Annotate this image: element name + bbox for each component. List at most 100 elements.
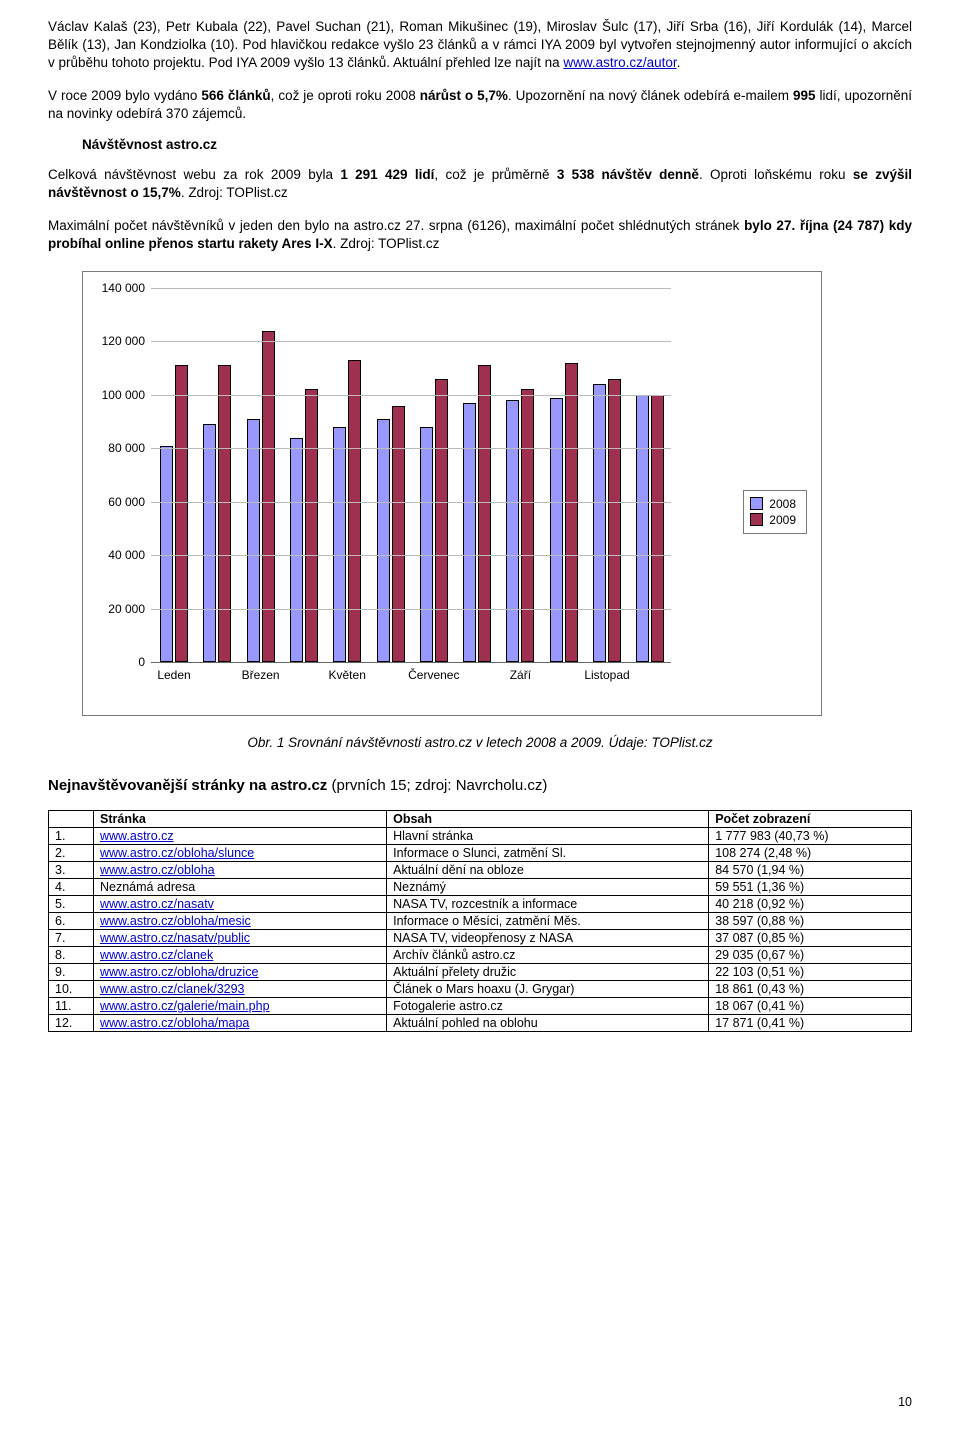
rank-url-cell: www.astro.cz/clanek bbox=[94, 947, 387, 964]
rank-count: 29 035 (0,67 %) bbox=[709, 947, 912, 964]
chart-gridline bbox=[151, 609, 671, 610]
rank-desc: Fotogalerie astro.cz bbox=[387, 998, 709, 1015]
rank-index: 8. bbox=[49, 947, 94, 964]
chart-bar bbox=[651, 395, 664, 662]
chart-caption: Obr. 1 Srovnání návštěvnosti astro.cz v … bbox=[48, 734, 912, 752]
rank-link[interactable]: www.astro.cz/galerie/main.php bbox=[100, 999, 270, 1013]
table-row: 1.www.astro.czHlavní stránka1 777 983 (4… bbox=[49, 828, 912, 845]
table-row: 7.www.astro.cz/nasatv/publicNASA TV, vid… bbox=[49, 930, 912, 947]
rank-desc: Aktuální pohled na oblohu bbox=[387, 1015, 709, 1032]
rank-url-cell: www.astro.cz/obloha bbox=[94, 862, 387, 879]
legend-label-2009: 2009 bbox=[769, 513, 796, 527]
rank-count: 84 570 (1,94 %) bbox=[709, 862, 912, 879]
rank-count: 18 861 (0,43 %) bbox=[709, 981, 912, 998]
rank-desc: NASA TV, videopřenosy z NASA bbox=[387, 930, 709, 947]
chart-bar bbox=[636, 395, 649, 662]
table-row: 3. www.astro.cz/obloha Aktuální dění na ob… bbox=[49, 862, 912, 879]
rank-url-cell: www.astro.cz/obloha/slunce bbox=[94, 845, 387, 862]
rank-index: 2. bbox=[49, 845, 94, 862]
rank-desc: Aktuální přelety družic bbox=[387, 964, 709, 981]
chart-gridline bbox=[151, 448, 671, 449]
legend-label-2008: 2008 bbox=[769, 497, 796, 511]
rank-link[interactable]: www.astro.cz/obloha/druzice bbox=[100, 965, 258, 979]
table-header-desc: Obsah bbox=[387, 811, 709, 828]
chart-bar bbox=[348, 360, 361, 662]
rank-count: 37 087 (0,85 %) bbox=[709, 930, 912, 947]
rank-index: 1. bbox=[49, 828, 94, 845]
rank-link[interactable]: www.astro.cz/nasatv bbox=[100, 897, 214, 911]
chart-plot-area bbox=[151, 288, 671, 663]
chart-bar bbox=[290, 438, 303, 662]
max-paragraph: Maximální počet návštěvníků v jeden den … bbox=[48, 217, 912, 253]
stats-paragraph: V roce 2009 bylo vydáno 566 článků, což … bbox=[48, 87, 912, 123]
rank-desc: Archív článků astro.cz bbox=[387, 947, 709, 964]
rank-desc: Neznámý bbox=[387, 879, 709, 896]
rank-count: 22 103 (0,51 %) bbox=[709, 964, 912, 981]
rank-url-cell: www.astro.cz/obloha/druzice bbox=[94, 964, 387, 981]
chart-bar bbox=[521, 389, 534, 661]
rank-link[interactable]: www.astro.cz/obloha/mapa bbox=[100, 1016, 249, 1030]
rank-url-cell: www.astro.cz/obloha/mesic bbox=[94, 913, 387, 930]
chart-ytick: 100 000 bbox=[83, 388, 145, 402]
table-row: 5. www.astro.cz/nasatv NASA TV, rozcestník… bbox=[49, 896, 912, 913]
rank-link[interactable]: www.astro.cz/clanek/3293 bbox=[100, 982, 245, 996]
legend-item-2008: 2008 bbox=[750, 497, 796, 511]
chart-xlabel: Leden bbox=[157, 668, 190, 682]
table-header-url: Stránka bbox=[94, 811, 387, 828]
rank-index: 11. bbox=[49, 998, 94, 1015]
rank-desc: Aktuální dění na obloze bbox=[387, 862, 709, 879]
rank-index: 9. bbox=[49, 964, 94, 981]
rank-link[interactable]: www.astro.cz/nasatv/public bbox=[100, 931, 250, 945]
chart-bar bbox=[392, 406, 405, 662]
rank-url-cell: www.astro.cz bbox=[94, 828, 387, 845]
chart-bar bbox=[593, 384, 606, 662]
rank-link[interactable]: www.astro.cz/obloha/mesic bbox=[100, 914, 251, 928]
table-row: 4.Neznámá adresaNeznámý59 551 (1,36 %) bbox=[49, 879, 912, 896]
chart-bar bbox=[565, 363, 578, 662]
page-number: 10 bbox=[898, 1395, 912, 1409]
rank-url-cell: www.astro.cz/nasatv bbox=[94, 896, 387, 913]
rank-link[interactable]: www.astro.cz/obloha/slunce bbox=[100, 846, 254, 860]
chart-bar bbox=[463, 403, 476, 662]
chart-ytick: 60 000 bbox=[83, 495, 145, 509]
rank-index: 5. bbox=[49, 896, 94, 913]
chart-gridline bbox=[151, 288, 671, 289]
rank-desc: Hlavní stránka bbox=[387, 828, 709, 845]
ranks-table: Stránka Obsah Počet zobrazení 1. www.astr… bbox=[48, 810, 912, 1032]
rank-url-cell: www.astro.cz/galerie/main.php bbox=[94, 998, 387, 1015]
table-row: 6.www.astro.cz/obloha/mesicInformace o M… bbox=[49, 913, 912, 930]
rank-link[interactable]: www.astro.cz bbox=[100, 829, 174, 843]
rank-count: 18 067 (0,41 %) bbox=[709, 998, 912, 1015]
rank-url-cell: Neznámá adresa bbox=[94, 879, 387, 896]
rank-count: 108 274 (2,48 %) bbox=[709, 845, 912, 862]
section-title: Návštěvnost astro.cz bbox=[82, 137, 912, 152]
rank-link[interactable]: www.astro.cz/obloha bbox=[100, 863, 215, 877]
rank-desc: NASA TV, rozcestník a informace bbox=[387, 896, 709, 913]
chart-gridline bbox=[151, 502, 671, 503]
chart-gridline bbox=[151, 395, 671, 396]
table-header-idx bbox=[49, 811, 94, 828]
chart-bar bbox=[550, 398, 563, 662]
chart-ytick: 20 000 bbox=[83, 602, 145, 616]
rank-link[interactable]: www.astro.cz/clanek bbox=[100, 948, 213, 962]
rank-index: 3. bbox=[49, 862, 94, 879]
chart-bar bbox=[506, 400, 519, 662]
rank-count: 40 218 (0,92 %) bbox=[709, 896, 912, 913]
chart-bar bbox=[160, 446, 173, 662]
chart-ytick: 40 000 bbox=[83, 548, 145, 562]
table-header-count: Počet zobrazení bbox=[709, 811, 912, 828]
table-row: 12.www.astro.cz/obloha/mapaAktuální pohl… bbox=[49, 1015, 912, 1032]
table-row: 11. www.astro.cz/galerie/main.php Fotogale… bbox=[49, 998, 912, 1015]
table-header-row: Stránka Obsah Počet zobrazení bbox=[49, 811, 912, 828]
intro-paragraph: Václav Kalaš (23), Petr Kubala (22), Pav… bbox=[48, 18, 912, 73]
chart-gridline bbox=[151, 555, 671, 556]
chart-bar bbox=[203, 424, 216, 662]
chart-gridline bbox=[151, 341, 671, 342]
chart-bar bbox=[218, 365, 231, 662]
rank-desc: Informace o Měsíci, zatmění Měs. bbox=[387, 913, 709, 930]
chart-bar bbox=[420, 427, 433, 662]
intro-link[interactable]: www.astro.cz/autor bbox=[563, 55, 676, 70]
rank-url-cell: www.astro.cz/nasatv/public bbox=[94, 930, 387, 947]
rank-index: 10. bbox=[49, 981, 94, 998]
chart-bar bbox=[478, 365, 491, 662]
